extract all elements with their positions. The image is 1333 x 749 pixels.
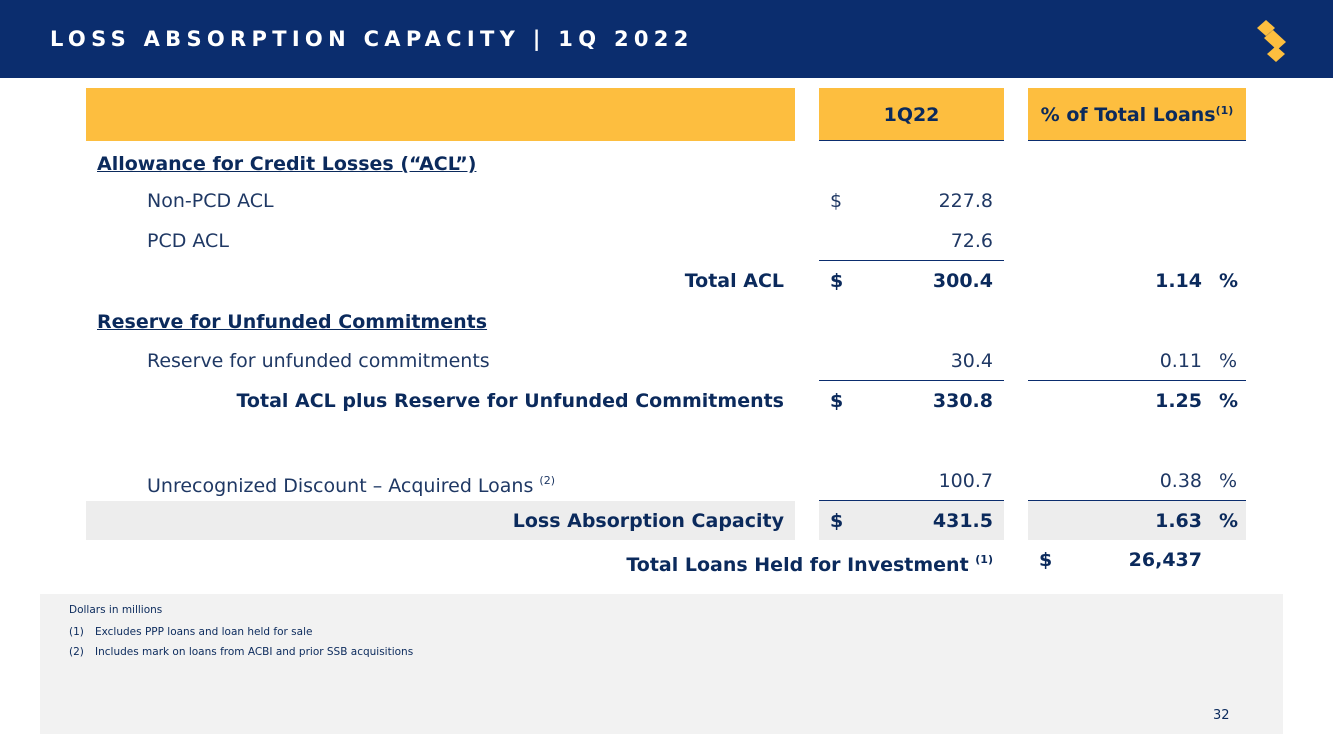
row-label-total-acl: Total ACL [684, 270, 784, 292]
header-banner: LOSS ABSORPTION CAPACITY | 1Q 2022 [0, 0, 1333, 78]
pct-total-acl-reserve: 1.25 [1155, 390, 1202, 412]
highlight-row-band [819, 501, 1004, 540]
value-pcd-acl: 72.6 [950, 230, 993, 252]
percent-sign: % [1219, 390, 1239, 412]
pct-unrecognized-discount: 0.38 [1159, 470, 1202, 492]
row-label-loss-absorption-capacity: Loss Absorption Capacity [512, 510, 784, 532]
highlight-row-band [1028, 501, 1246, 540]
currency-sign: $ [830, 510, 844, 532]
row-label-non-pcd-acl: Non-PCD ACL [147, 190, 274, 212]
pct-reserve: 0.11 [1159, 350, 1202, 372]
currency-sign: $ [1039, 549, 1053, 571]
pct-total-acl: 1.14 [1155, 270, 1202, 292]
value-total-loans: 26,437 [1128, 549, 1202, 571]
page-number: 32 [1213, 708, 1230, 723]
value-total-acl: 300.4 [932, 270, 993, 292]
pct-loss-absorption-capacity: 1.63 [1155, 510, 1202, 532]
highlight-row-band [86, 501, 795, 540]
percent-sign: % [1219, 270, 1239, 292]
table-header-bar-pct [1028, 88, 1246, 141]
percent-sign: % [1219, 510, 1239, 532]
currency-sign: $ [830, 390, 844, 412]
subtotal-line [1028, 500, 1246, 501]
currency-sign: $ [830, 270, 844, 292]
table-header-bar-label [86, 88, 795, 141]
page-title: LOSS ABSORPTION CAPACITY | 1Q 2022 [50, 27, 694, 51]
value-loss-absorption-capacity: 431.5 [932, 510, 993, 532]
percent-sign: % [1219, 350, 1238, 372]
row-label-total-acl-reserve: Total ACL plus Reserve for Unfunded Comm… [236, 390, 785, 412]
currency-sign: $ [830, 190, 843, 212]
value-total-acl-reserve: 330.8 [932, 390, 993, 412]
column-header-pct: % of Total Loans(1) [1040, 104, 1234, 126]
table-header-bar-period [819, 88, 1004, 141]
subtotal-line [819, 380, 1004, 381]
footnote-item: (1) Excludes PPP loans and loan held for … [69, 626, 313, 638]
subtotal-line [1028, 380, 1246, 381]
row-label-reserve: Reserve for unfunded commitments [147, 350, 490, 372]
row-label-unrecognized-discount: Unrecognized Discount – Acquired Loans (… [147, 474, 556, 497]
header-underline [1028, 140, 1246, 141]
column-header-period: 1Q22 [883, 104, 940, 126]
subtotal-line [819, 260, 1004, 261]
section-heading-acl: Allowance for Credit Losses (“ACL”) [97, 153, 477, 175]
value-reserve: 30.4 [950, 350, 993, 372]
row-label-total-loans: Total Loans Held for Investment (1) [626, 553, 993, 576]
section-heading-reserve: Reserve for Unfunded Commitments [97, 311, 488, 333]
header-underline [819, 140, 1004, 141]
percent-sign: % [1219, 470, 1238, 492]
subtotal-line [819, 500, 1004, 501]
footnote-item: (2) Includes mark on loans from ACBI and … [69, 646, 414, 658]
row-label-pcd-acl: PCD ACL [147, 230, 229, 252]
footnotes-panel: Dollars in millions (1) Excludes PPP loan… [40, 594, 1283, 734]
value-non-pcd-acl: 227.8 [938, 190, 993, 212]
footnote-units: Dollars in millions [69, 604, 163, 616]
value-unrecognized-discount: 100.7 [938, 470, 993, 492]
stylized-s-logo-icon [1257, 20, 1286, 62]
